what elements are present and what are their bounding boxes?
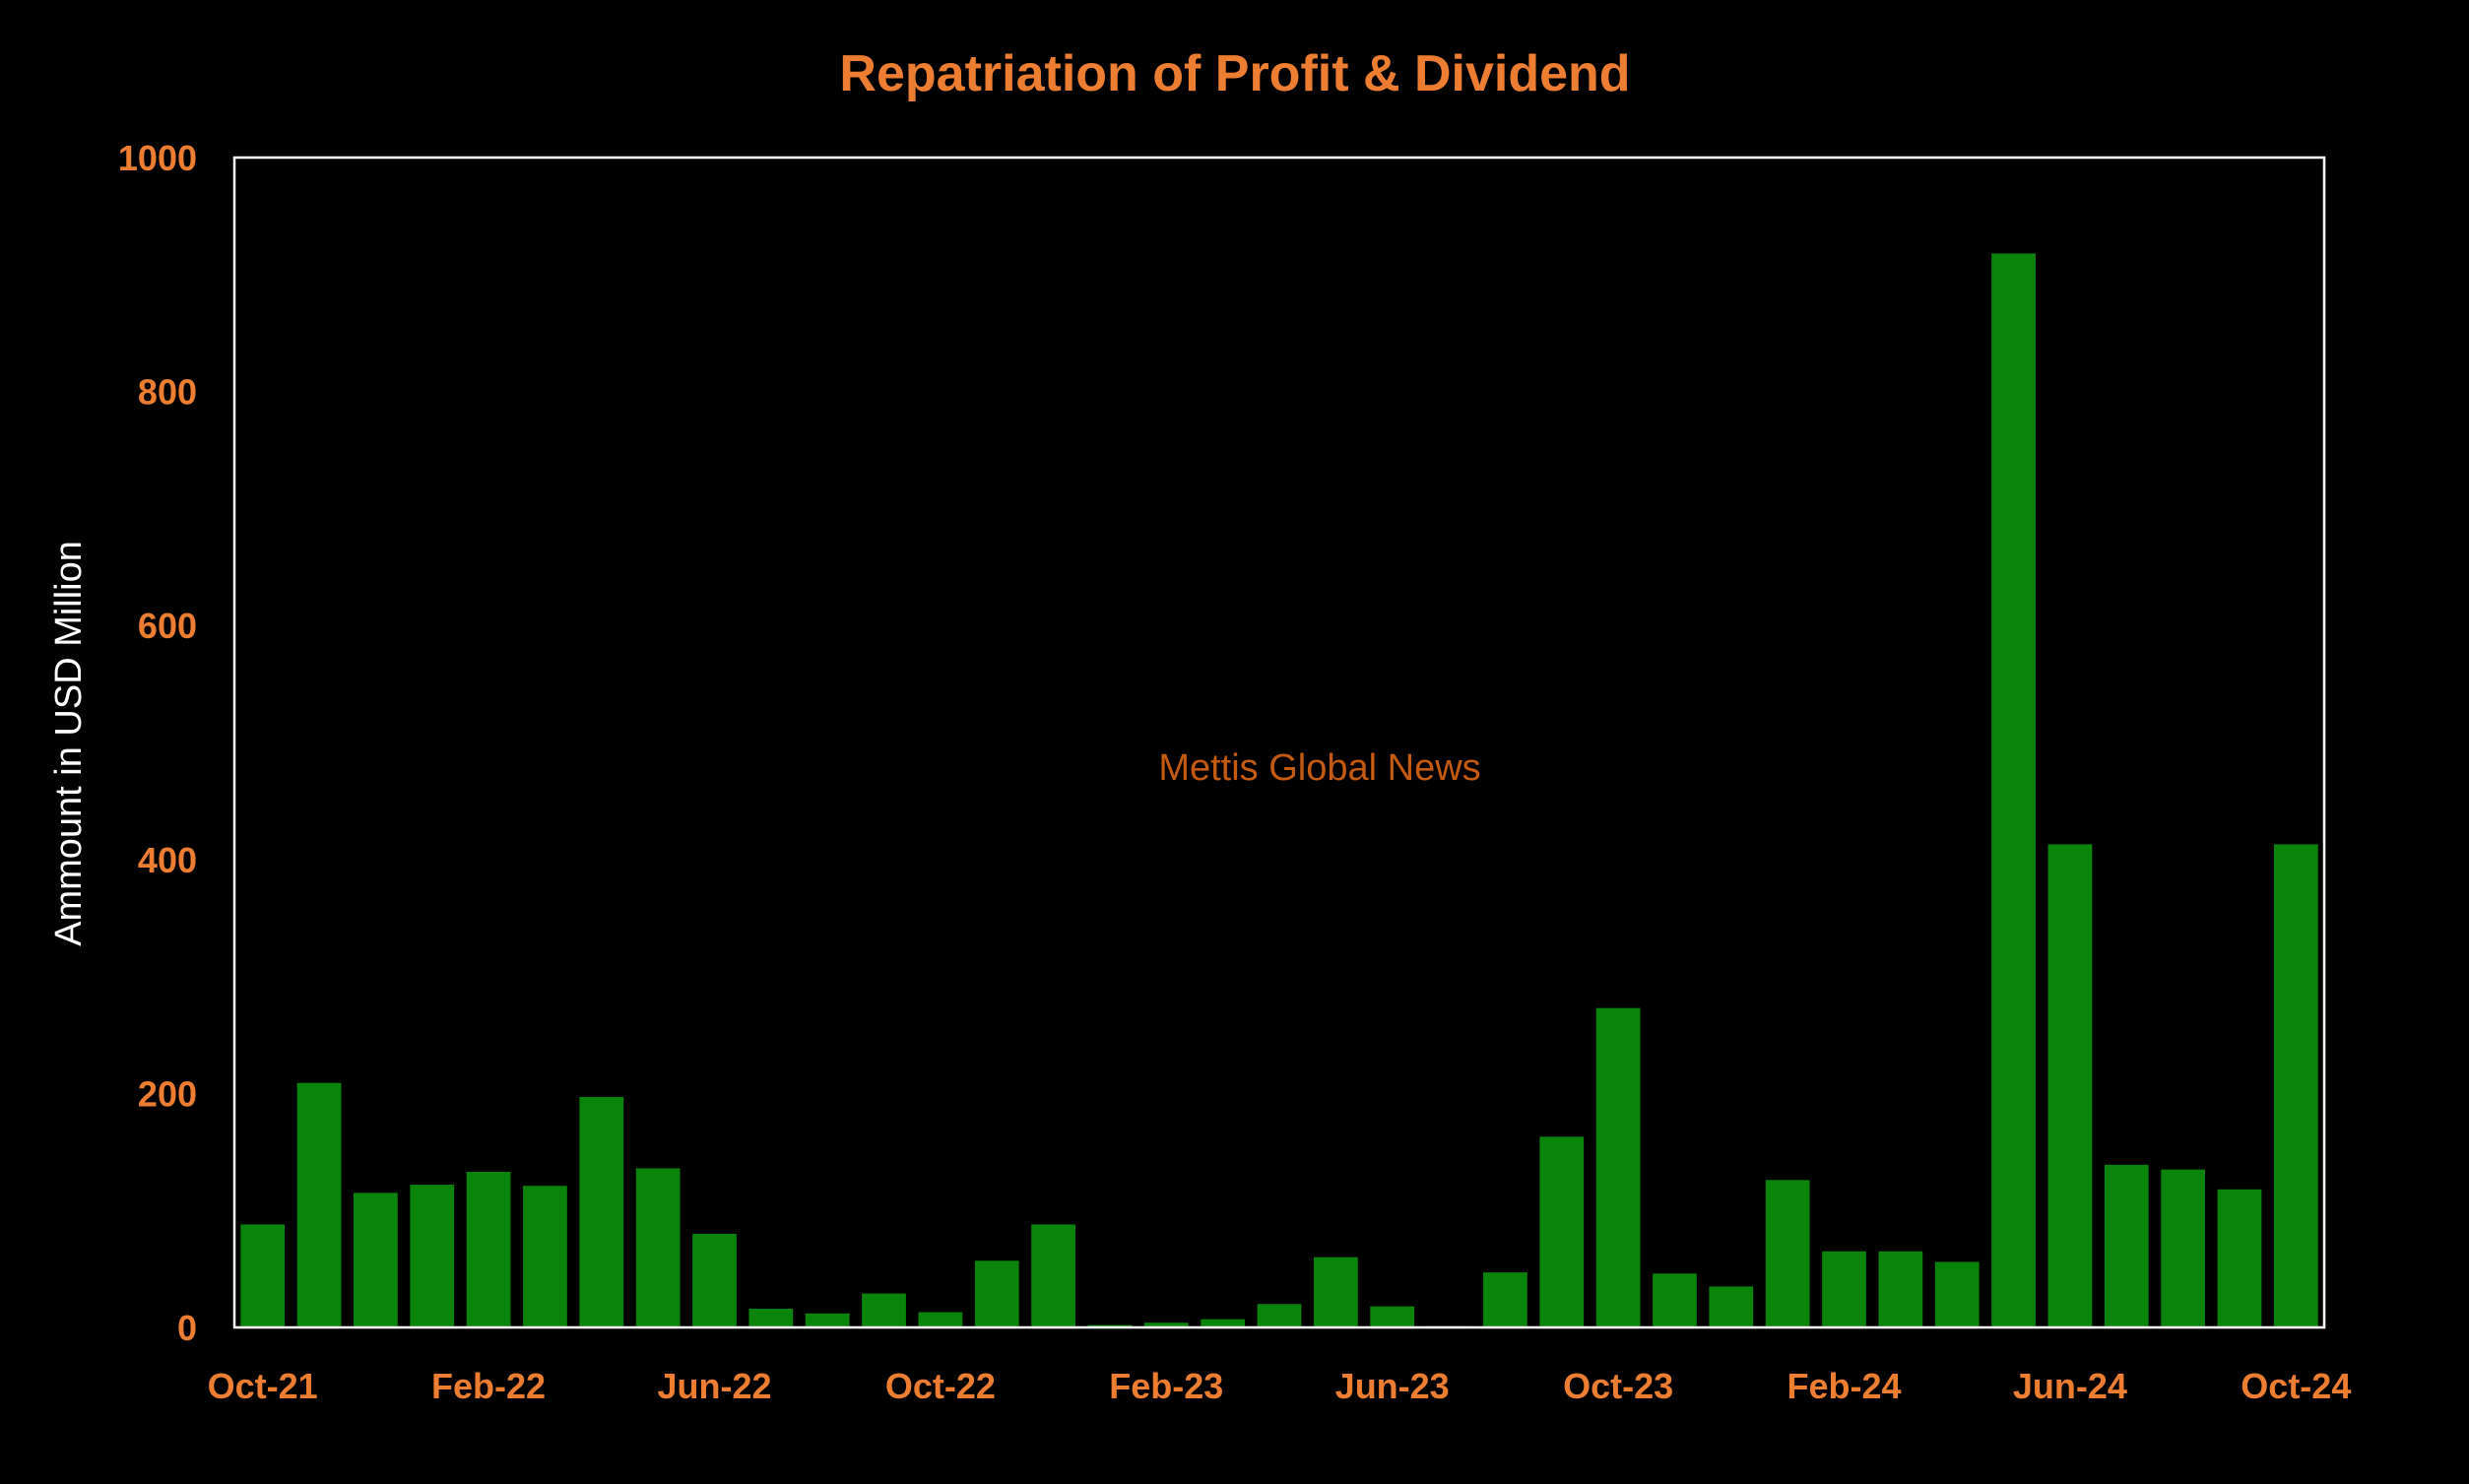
- y-tick-label: 0: [177, 1308, 197, 1348]
- bar: [2047, 844, 2093, 1327]
- x-tick-label: Feb-24: [1787, 1366, 1901, 1406]
- bar: [523, 1186, 567, 1327]
- bar: [240, 1224, 286, 1327]
- x-tick-label: Jun-23: [1335, 1366, 1450, 1406]
- bar: [1991, 253, 2036, 1327]
- chart-title: Repatriation of Profit & Dividend: [839, 45, 1630, 102]
- bar: [2161, 1169, 2205, 1327]
- bar: [2273, 844, 2318, 1327]
- x-tick-label: Oct-22: [885, 1366, 996, 1406]
- bar: [466, 1171, 511, 1327]
- bars-group: [240, 253, 2318, 1327]
- x-tick-label: Oct-24: [2241, 1366, 2351, 1406]
- bar: [1313, 1257, 1358, 1327]
- bar: [748, 1308, 794, 1327]
- bar: [1822, 1251, 1866, 1327]
- bar: [1878, 1251, 1923, 1327]
- x-tick-label: Feb-23: [1109, 1366, 1223, 1406]
- x-tick-label: Oct-23: [1563, 1366, 1673, 1406]
- bar: [1483, 1272, 1527, 1327]
- y-axis-ticks: 0 200 400 600 800 1000: [118, 138, 197, 1348]
- bar: [974, 1260, 1019, 1327]
- bar: [2217, 1189, 2262, 1327]
- bar: [410, 1185, 455, 1327]
- bar: [1201, 1319, 1246, 1327]
- x-tick-label: Feb-22: [431, 1366, 546, 1406]
- bar: [1143, 1323, 1189, 1327]
- x-axis-ticks: Oct-21 Feb-22 Jun-22 Oct-22 Feb-23 Jun-23 Oct-…: [208, 1366, 2352, 1406]
- bar: [862, 1293, 906, 1327]
- bar: [1257, 1304, 1302, 1327]
- y-tick-label: 600: [138, 606, 197, 646]
- bar: [1595, 1007, 1641, 1327]
- y-tick-label: 800: [138, 372, 197, 413]
- bar: [1370, 1306, 1415, 1327]
- watermark-text: Mettis Global News: [1158, 747, 1480, 789]
- x-tick-label: Jun-24: [2013, 1366, 2127, 1406]
- y-tick-label: 1000: [118, 138, 197, 178]
- bar: [918, 1312, 963, 1327]
- bar: [1031, 1224, 1075, 1327]
- y-tick-label: 400: [138, 840, 197, 880]
- bar: [1653, 1273, 1697, 1327]
- x-tick-label: Jun-22: [657, 1366, 771, 1406]
- bar: [1709, 1286, 1754, 1327]
- bar: [1539, 1136, 1585, 1327]
- bar: [296, 1082, 342, 1327]
- plot-frame: [232, 156, 2326, 1329]
- bar: [2104, 1164, 2149, 1327]
- y-tick-label: 200: [138, 1073, 197, 1114]
- bar: [692, 1233, 737, 1327]
- bar: [1934, 1261, 1980, 1327]
- bar: [635, 1168, 681, 1327]
- bar: [1765, 1180, 1810, 1327]
- y-axis-label: Ammount in USD Million: [48, 541, 90, 946]
- bar: [354, 1193, 398, 1327]
- x-tick-label: Oct-21: [208, 1366, 318, 1406]
- bar: [579, 1096, 624, 1327]
- bar: [805, 1313, 850, 1327]
